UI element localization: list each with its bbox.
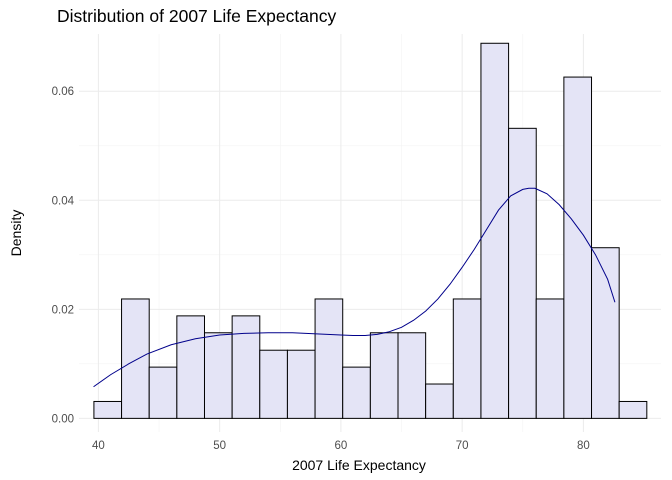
y-tick-label: 0.00 [52,413,74,425]
y-tick-label: 0.06 [52,86,74,98]
x-axis-title: 2007 Life Expectancy [292,457,426,473]
y-axis-ticks: 0.00 0.02 0.04 0.06 [52,86,75,425]
y-tick-label: 0.02 [52,304,74,316]
histogram-bar [591,247,620,419]
histogram-bars [93,42,648,419]
y-axis-title: Density [8,210,24,257]
x-tick-label: 80 [577,440,590,452]
histogram-bar [452,298,482,419]
histogram-bar [342,366,371,419]
histogram-bar [231,315,261,419]
histogram-bar [369,332,399,419]
histogram-bar [176,315,205,419]
x-tick-label: 70 [456,440,469,452]
histogram-bar [93,400,123,419]
x-tick-label: 60 [335,440,348,452]
histogram-bar [618,400,648,419]
histogram-bar [286,349,316,419]
histogram-bar [259,349,288,419]
histogram-bar [563,76,593,419]
x-axis-ticks: 40 50 60 70 80 [92,440,590,452]
y-tick-label: 0.04 [52,195,75,207]
histogram-bar [535,298,565,419]
x-tick-label: 40 [92,440,105,452]
histogram-bar [508,127,537,419]
x-tick-label: 50 [213,440,226,452]
histogram-bar [148,366,178,419]
histogram-bar [480,42,510,419]
density-curve [93,187,616,388]
histogram-bar [425,383,454,419]
histogram-bar [121,298,150,419]
histogram-bar [314,298,344,419]
histogram-bar [203,332,233,419]
density-curve-layer [93,187,616,388]
chart-title: Distribution of 2007 Life Expectancy [57,6,336,26]
histogram-bar [397,332,427,419]
